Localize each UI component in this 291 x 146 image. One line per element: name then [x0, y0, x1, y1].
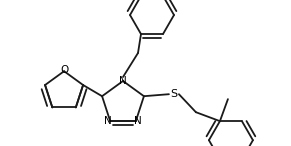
Text: N: N — [134, 116, 142, 126]
Text: N: N — [104, 116, 112, 126]
Text: O: O — [60, 65, 68, 75]
Text: S: S — [170, 89, 178, 99]
Text: N: N — [119, 76, 127, 86]
